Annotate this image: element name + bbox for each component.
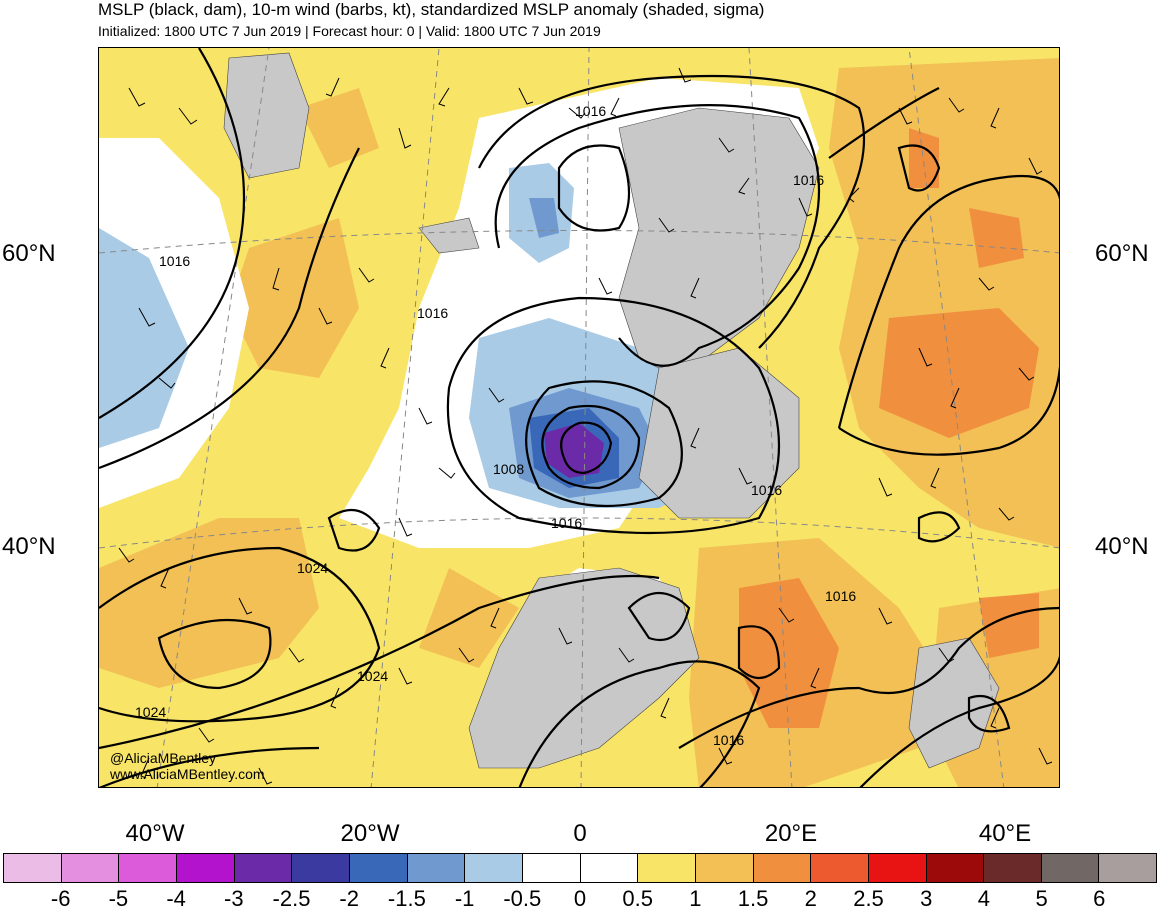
lat-label-left: 40°N bbox=[2, 533, 56, 560]
colorbar-swatch bbox=[868, 854, 927, 882]
colorbar-tick-label: -1 bbox=[454, 886, 475, 911]
colorbar-tick-label: 5 bbox=[1035, 886, 1048, 911]
colorbar-tick-label: -5 bbox=[108, 886, 129, 911]
contour-label: 1016 bbox=[575, 103, 607, 119]
colorbar-swatch bbox=[292, 854, 350, 882]
colorbar-swatch bbox=[61, 854, 120, 882]
contour-label: 1016 bbox=[551, 515, 583, 531]
colorbar-labels: -6 -5 -4 -3 -2.5 -2 -1.5 -1 -0.5 0 0.5 1 1.5 2 2.5 3 4 5 6 bbox=[0, 886, 1160, 912]
colorbar-tick-label: -0.5 bbox=[503, 886, 542, 911]
colorbar-tick-label: -1.5 bbox=[387, 886, 426, 911]
colorbar-swatch bbox=[119, 854, 177, 882]
graticule bbox=[99, 48, 1059, 787]
mslp-contours bbox=[99, 48, 1059, 787]
colorbar-tick-label: 0.5 bbox=[622, 886, 653, 911]
contour-label: 1016 bbox=[713, 732, 745, 748]
colorbar-tick-label: 4 bbox=[977, 886, 991, 911]
contour-label: 1008 bbox=[493, 461, 525, 477]
map-panel: 1016 1016 1016 1016 1016 1008 1016 1024 … bbox=[98, 47, 1060, 788]
contour-label: 1024 bbox=[297, 560, 329, 576]
colorbar-tick-label: -2 bbox=[339, 886, 359, 911]
contour-label: 1016 bbox=[751, 482, 783, 498]
colorbar-tick-label: -6 bbox=[50, 886, 71, 911]
colorbar-swatch bbox=[984, 854, 1042, 882]
lat-label-left: 60°N bbox=[2, 240, 56, 267]
colorbar-tick-label: 1 bbox=[689, 886, 702, 911]
map-canvas bbox=[99, 48, 1059, 787]
colorbar-swatch bbox=[638, 854, 696, 882]
colorbar-tick-label: -2.5 bbox=[272, 886, 311, 911]
lat-label-right: 40°N bbox=[1095, 533, 1149, 560]
colorbar-swatch bbox=[522, 854, 581, 882]
colorbar-tick-label: -3 bbox=[224, 886, 244, 911]
colorbar-tick-label: 6 bbox=[1093, 886, 1106, 911]
colorbar-tick-label: 2.5 bbox=[853, 886, 884, 911]
colorbar-swatch bbox=[407, 854, 466, 882]
colorbar-swatch bbox=[1099, 854, 1157, 882]
chart-subtitle: Initialized: 1800 UTC 7 Jun 2019 | Forec… bbox=[98, 23, 601, 39]
contour-label: 1016 bbox=[159, 253, 191, 269]
land-gray-areas bbox=[223, 52, 1000, 769]
contour-label: 1016 bbox=[417, 305, 449, 321]
colorbar bbox=[3, 853, 1157, 883]
wind-barbs bbox=[118, 67, 1053, 785]
colorbar-tick-label: 2 bbox=[804, 886, 817, 911]
contour-label: 1024 bbox=[135, 704, 167, 720]
lon-label: 20°E bbox=[764, 820, 818, 847]
contour-label: 1016 bbox=[825, 588, 857, 604]
lon-label: 0 bbox=[573, 820, 587, 847]
colorbar-swatch bbox=[695, 854, 754, 882]
colorbar-tick-label: -4 bbox=[166, 886, 186, 911]
colorbar-swatch bbox=[753, 854, 812, 882]
anomaly-orange-regions bbox=[99, 58, 1059, 787]
anomaly-dark-orange-regions bbox=[739, 128, 1039, 728]
colorbar-tick-label: 1.5 bbox=[737, 886, 769, 911]
lon-label: 40°E bbox=[978, 820, 1032, 847]
colorbar-swatch bbox=[926, 854, 985, 882]
colorbar-swatch bbox=[1041, 854, 1100, 882]
colorbar-swatch bbox=[580, 854, 639, 882]
colorbar-swatch bbox=[811, 854, 869, 882]
colorbar-swatch bbox=[4, 854, 62, 882]
lon-label: 40°W bbox=[125, 820, 185, 847]
lat-label-right: 60°N bbox=[1095, 240, 1149, 267]
colorbar-tick-label: 0 bbox=[573, 886, 587, 911]
lon-label: 20°W bbox=[340, 820, 400, 847]
colorbar-swatch bbox=[465, 854, 523, 882]
colorbar-tick-label: 3 bbox=[920, 886, 933, 911]
contour-label: 1016 bbox=[793, 172, 825, 188]
credit-handle: @AliciaMBentley bbox=[110, 750, 217, 766]
colorbar-swatch bbox=[176, 854, 235, 882]
chart-title: MSLP (black, dam), 10-m wind (barbs, kt)… bbox=[98, 0, 765, 19]
colorbar-swatch bbox=[234, 854, 293, 882]
contour-label: 1024 bbox=[357, 668, 389, 684]
credit-website: www.AliciaMBentley.com bbox=[110, 766, 265, 782]
colorbar-swatch bbox=[349, 854, 408, 882]
